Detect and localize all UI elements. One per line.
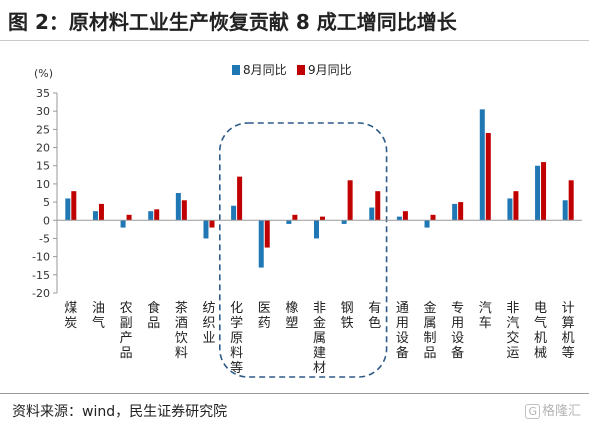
bar-sep (430, 214, 436, 221)
x-category-label: 农副产品 (120, 301, 133, 361)
x-category-label: 计算机等 (562, 301, 575, 361)
bar-aug (535, 165, 541, 221)
bar-sep (237, 176, 243, 221)
x-category-label: 汽车 (479, 301, 492, 331)
bar-aug (507, 198, 513, 221)
bar-aug (452, 203, 458, 221)
bar-aug (120, 220, 126, 228)
bar-aug (562, 200, 568, 221)
bar-sep (485, 133, 491, 221)
watermark-logo-icon: G (525, 404, 540, 419)
x-category-label: 茶酒饮料 (175, 300, 188, 361)
x-category-label: 电气机械 (534, 301, 547, 361)
bar-sep (181, 200, 187, 221)
bar-sep (98, 203, 104, 221)
legend-label-sep: 9月同比 (308, 63, 352, 77)
bar-aug (203, 220, 209, 239)
title-bar: 图 2：原材料工业生产恢复贡献 8 成工增同比增长 (0, 0, 589, 41)
y-tick-label: 35 (36, 87, 50, 100)
bar-sep (402, 211, 408, 221)
legend-swatch-aug (232, 65, 240, 75)
x-category-label: 煤炭 (64, 301, 77, 331)
bar-aug (92, 211, 98, 221)
bar-aug (341, 220, 347, 224)
footer: 资料来源：wind，民生证券研究院 G 格隆汇 (0, 393, 589, 426)
y-tick-label: 10 (36, 178, 50, 191)
legend-swatch-sep (297, 65, 305, 75)
bar-sep (513, 191, 519, 221)
y-tick-label: 30 (36, 105, 50, 118)
bar-sep (209, 220, 215, 228)
bar-sep (264, 220, 270, 248)
bar-sep (71, 191, 77, 221)
y-tick-label: 15 (36, 160, 50, 173)
x-category-label: 纺织业 (202, 301, 215, 346)
legend-label-aug: 8月同比 (243, 63, 287, 77)
bar-aug (286, 220, 292, 224)
x-category-label: 非金属建材 (313, 301, 326, 376)
bar-aug (231, 205, 237, 221)
watermark-text: 格隆汇 (541, 404, 581, 419)
bar-sep (292, 214, 298, 221)
bar-aug (175, 193, 181, 221)
x-category-label: 化学原料等 (230, 301, 243, 376)
x-category-label: 钢铁 (341, 301, 354, 331)
x-category-label: 油气 (92, 301, 105, 331)
x-category-label: 橡塑 (285, 301, 298, 331)
y-tick-label: -10 (32, 251, 50, 264)
x-category-label: 食品 (147, 300, 160, 331)
figure-title: 图 2：原材料工业生产恢复贡献 8 成工增同比增长 (8, 10, 457, 34)
bar-aug (479, 109, 485, 221)
x-category-label: 金属制品 (424, 300, 437, 361)
x-category-label: 通用设备 (396, 301, 409, 361)
watermark: G 格隆汇 (525, 400, 581, 419)
bar-sep (154, 209, 160, 221)
bar-sep (458, 202, 464, 221)
x-category-label: 有色 (368, 301, 381, 331)
y-tick-label: 5 (43, 196, 50, 209)
x-category-label: 医药 (258, 301, 271, 331)
bar-aug (369, 207, 375, 221)
y-tick-label: -5 (39, 232, 50, 245)
y-tick-label: 25 (36, 123, 50, 136)
bar-aug (314, 220, 319, 239)
bar-aug (258, 220, 264, 268)
x-category-label: 非汽交运 (506, 301, 519, 361)
bar-aug (65, 198, 71, 221)
highlight-box (218, 122, 388, 378)
bar-aug (396, 216, 402, 221)
y-tick-label: 20 (36, 142, 50, 155)
bar-aug (148, 211, 154, 221)
y-tick-label: -15 (32, 269, 50, 282)
y-axis-unit-label: (%) (34, 67, 53, 80)
bar-sep (375, 191, 381, 221)
bar-sep (568, 180, 574, 221)
bar-sep (347, 180, 353, 221)
source-note: 资料来源：wind，民生证券研究院 (12, 404, 228, 420)
bar-sep (126, 214, 132, 221)
bar-sep (541, 162, 547, 221)
x-category-label: 专用设备 (451, 301, 464, 361)
y-tick-label: 0 (43, 214, 50, 227)
y-tick-label: -20 (32, 287, 50, 300)
bar-aug (424, 220, 430, 228)
bar-sep (320, 216, 325, 221)
